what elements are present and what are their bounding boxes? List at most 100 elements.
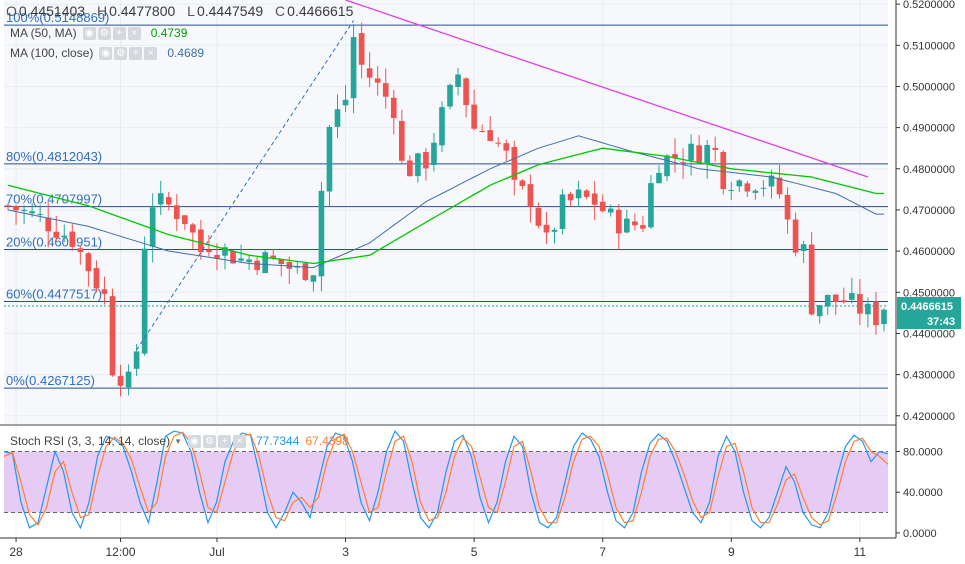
settings-icon[interactable]: ⚙: [114, 46, 128, 60]
y-tick-label: 0.4600000: [903, 246, 955, 258]
eye-icon[interactable]: ◉: [188, 434, 201, 448]
candle-body: [688, 143, 694, 161]
candle-body: [744, 183, 751, 192]
ma100-legend[interactable]: MA (100, close) ◉ ⚙ + × 0.4689: [10, 46, 204, 60]
candle-body: [519, 180, 526, 187]
close-icon[interactable]: ×: [233, 434, 246, 448]
candle-body: [575, 189, 582, 199]
x-tick-label: 7: [599, 545, 606, 559]
candle-body: [648, 183, 654, 228]
candle-body: [398, 120, 405, 161]
candle-body: [415, 153, 421, 177]
candle-body: [141, 248, 148, 354]
ma100-value: 0.4689: [167, 46, 205, 60]
x-tick-label: 12:00: [106, 545, 136, 559]
fib-level-label: 60%(0.4477517): [6, 287, 102, 302]
candle-body: [463, 78, 469, 106]
low-value: 0.4447549: [196, 3, 264, 19]
stoch-d-line: [3, 431, 889, 526]
candle-body: [149, 207, 156, 247]
candle-body: [117, 376, 124, 386]
candle-body: [238, 258, 244, 261]
candle-body: [736, 180, 743, 187]
candle-body: [439, 107, 445, 146]
candle-body: [13, 206, 19, 211]
y-tick-label: 0.4800000: [903, 164, 955, 176]
candle-body: [431, 142, 437, 165]
low-label: L: [187, 3, 195, 19]
candle-body: [664, 155, 670, 177]
candle-body: [728, 190, 735, 192]
ma50-legend[interactable]: MA (50, MA) ◉ ⚙ + × 0.4739: [10, 26, 187, 40]
candle-body: [800, 244, 807, 251]
candle-body: [350, 37, 357, 99]
y-tick-label: 0.4300000: [903, 370, 955, 382]
candle-body: [712, 147, 719, 150]
candle-body: [423, 152, 429, 169]
candle-body: [495, 142, 502, 144]
add-icon[interactable]: +: [112, 26, 126, 40]
candle-body: [632, 221, 638, 226]
candle-body: [206, 249, 212, 253]
stoch-rsi-band: [4, 451, 888, 513]
candle-body: [270, 255, 277, 259]
candle-body: [527, 184, 534, 207]
settings-icon[interactable]: ⚙: [203, 434, 216, 448]
ma50-line: [7, 147, 884, 265]
candle-body: [832, 294, 839, 302]
candle-body: [680, 162, 686, 164]
candle-body: [374, 78, 381, 83]
ma50-controls: ◉ ⚙ + ×: [82, 26, 143, 40]
price-tag-value: 0.4466615: [901, 301, 953, 313]
rsi-y-tick-label: 0.0000: [903, 528, 937, 540]
candle-body: [198, 229, 204, 253]
high-label: H: [96, 3, 108, 19]
x-tick-label: 9: [728, 545, 735, 559]
eye-icon[interactable]: ◉: [82, 26, 96, 40]
candle-body: [824, 294, 831, 307]
eye-icon[interactable]: ◉: [99, 46, 113, 60]
close-icon[interactable]: ×: [144, 46, 158, 60]
candle-body: [407, 160, 413, 177]
chevron-down-icon[interactable]: ▼: [174, 436, 182, 446]
y-tick-label: 0.5100000: [903, 40, 955, 52]
candle-body: [173, 205, 180, 220]
fib-level-label: 0%(0.4267125): [6, 373, 95, 388]
stoch-d-value: 67.4398: [305, 434, 349, 448]
candle-body: [101, 289, 108, 294]
candle-body: [551, 229, 558, 232]
candle-body: [190, 224, 196, 233]
ohlc-readout: O 0.4451403 H 0.4477800 L 0.4447549 C 0.4466…: [6, 3, 361, 19]
descending-trendline: [345, 0, 869, 178]
fib-level-label: 100%(0.5148869): [6, 10, 109, 25]
candle-body: [246, 259, 252, 263]
candle-body: [840, 300, 847, 303]
stoch-rsi-label: Stoch RSI (3, 3, 14, 14, close): [10, 434, 171, 448]
add-icon[interactable]: +: [218, 434, 231, 448]
ma100-controls: ◉ ⚙ + ×: [99, 46, 159, 60]
candle-body: [278, 259, 285, 264]
close-label: C: [275, 3, 286, 19]
candle-body: [816, 305, 823, 317]
candle-body: [535, 207, 542, 226]
candle-body: [318, 190, 325, 277]
candle-body: [487, 130, 494, 141]
rsi-y-tick-label: 80.0000: [903, 446, 943, 458]
settings-icon[interactable]: ⚙: [97, 26, 111, 40]
add-icon[interactable]: +: [129, 46, 143, 60]
candle-body: [704, 144, 710, 164]
candle-body: [776, 177, 783, 195]
candle-body: [865, 303, 871, 315]
candle-body: [784, 194, 791, 220]
stoch-rsi-legend[interactable]: Stoch RSI (3, 3, 14, 14, close) ▼ ◉ ⚙ + …: [10, 434, 349, 448]
open-value: 0.4451403: [18, 3, 86, 19]
candle-body: [21, 209, 27, 212]
candle-body: [310, 275, 317, 282]
candle-body: [656, 172, 662, 184]
candle-body: [471, 104, 477, 129]
close-icon[interactable]: ×: [127, 26, 141, 40]
candle-body: [390, 97, 397, 119]
candle-body: [37, 213, 43, 215]
x-tick-label: Jul: [209, 545, 224, 559]
